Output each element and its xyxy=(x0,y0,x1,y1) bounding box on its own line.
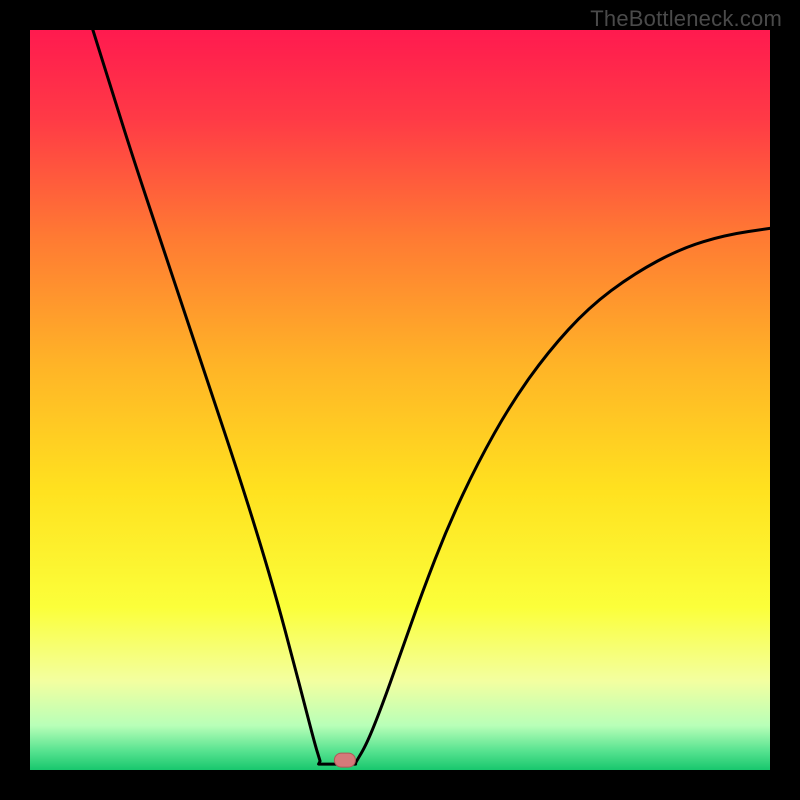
plot-frame xyxy=(0,0,800,800)
bottleneck-curve xyxy=(30,30,770,770)
plot-area xyxy=(30,30,770,770)
watermark-text: TheBottleneck.com xyxy=(590,6,782,32)
optimal-point-marker xyxy=(333,753,355,768)
curve-path xyxy=(93,30,770,764)
